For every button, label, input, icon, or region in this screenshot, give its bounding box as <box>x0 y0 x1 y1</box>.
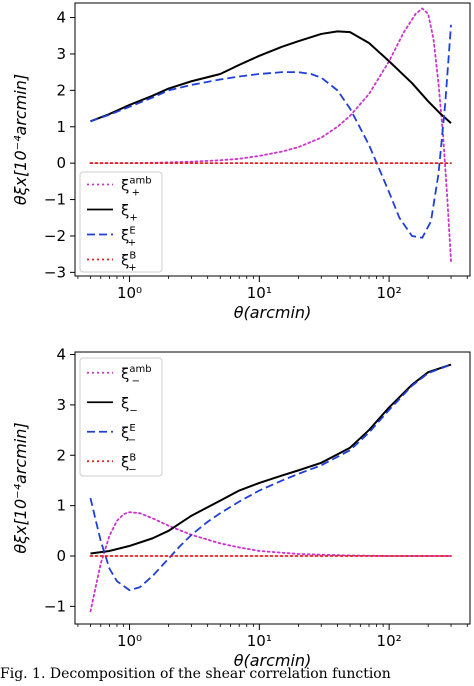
legend-label: ξamb + <box>121 176 152 199</box>
y-tick-label: −3 <box>44 263 66 281</box>
y-tick-label: 4 <box>56 346 66 364</box>
series-line <box>90 363 452 555</box>
legend: ξamb − ξ− ξE − ξB − <box>79 357 163 477</box>
bottom-panel: −1 0 1 2 3 4 10⁰ 10¹ 10² θ(arcmin) θξx[10⁻⁴arcmin]… <box>11 346 471 670</box>
y-axis-label: θξx[10⁻⁴arcmin] <box>11 74 30 205</box>
legend-box <box>79 357 163 477</box>
legend-label: ξE − <box>121 423 136 446</box>
legend-label: ξB + <box>121 251 137 274</box>
x-axis-label: θ(arcmin) <box>234 303 312 322</box>
series-line <box>89 511 452 613</box>
top-panel: −3 −2 −1 0 1 2 3 4 10⁰ 10¹ 10² θ(arcmin) θξx[10⁻⁴arc… <box>11 2 471 322</box>
y-tick-label: 2 <box>56 446 66 464</box>
x-tick-label: 10⁰ <box>117 284 142 302</box>
legend-box <box>79 171 163 273</box>
y-tick-label: 3 <box>56 396 66 414</box>
axes-frame <box>74 2 471 277</box>
legend-label: ξ− <box>121 394 138 416</box>
y-tick-label: 2 <box>56 81 66 99</box>
y-tick-label: −1 <box>44 191 66 209</box>
y-axis-label: θξx[10⁻⁴arcmin] <box>11 422 30 553</box>
y-tick-label: 0 <box>56 547 66 565</box>
y-tick-label: 1 <box>56 497 66 515</box>
legend-label: ξ+ <box>121 202 138 224</box>
legend-label: ξB − <box>121 452 137 475</box>
y-tick-label: −1 <box>44 597 66 615</box>
plot-area <box>89 7 452 263</box>
y-tick-label: 3 <box>56 45 66 63</box>
x-axis-label: θ(arcmin) <box>234 651 312 670</box>
x-tick-label: 10² <box>377 284 402 302</box>
series-line <box>89 363 452 592</box>
y-tick-label: 1 <box>56 118 66 136</box>
plot-area <box>89 363 452 613</box>
x-tick-label: 10² <box>377 632 402 650</box>
series-line <box>89 7 452 263</box>
series-line <box>90 30 452 124</box>
legend-label: ξE + <box>121 226 136 249</box>
y-tick-label: −2 <box>44 227 66 245</box>
series-line <box>90 24 452 239</box>
axes-frame <box>74 351 471 625</box>
figure-caption: Fig. 1. Decomposition of the shear corre… <box>0 666 391 682</box>
y-tick-label: 0 <box>56 154 66 172</box>
x-tick-label: 10¹ <box>247 284 272 302</box>
legend-label: ξamb − <box>121 364 152 387</box>
y-tick-label: 4 <box>56 9 66 27</box>
x-tick-label: 10⁰ <box>117 632 142 650</box>
legend: ξamb + ξ+ ξE + ξB + <box>79 171 163 274</box>
x-tick-label: 10¹ <box>247 632 272 650</box>
